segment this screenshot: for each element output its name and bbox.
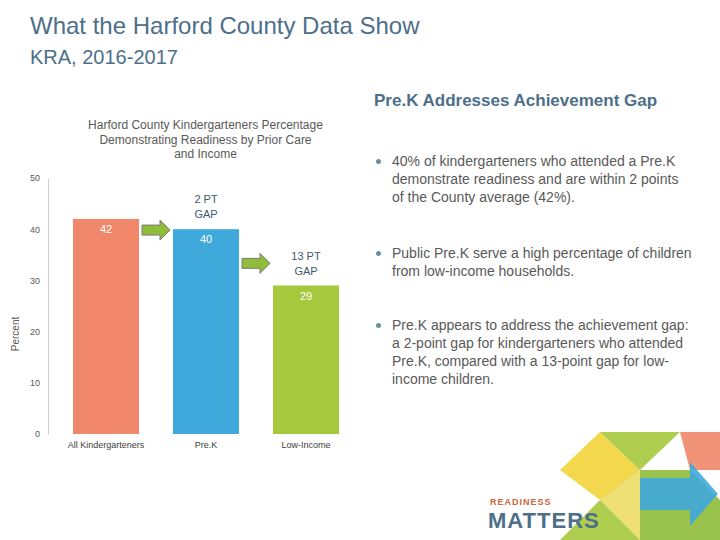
y-tick: 30	[30, 276, 48, 286]
x-tick-label: Pre.K	[195, 440, 218, 450]
gap-annotation: 2 PTGAP	[194, 193, 218, 220]
gap-arrow	[142, 220, 170, 240]
x-tick-label: Low-Income	[281, 440, 330, 450]
slide-subtitle: KRA, 2016-2017	[30, 46, 178, 69]
y-tick: 50	[30, 173, 48, 183]
decor-shape	[680, 432, 720, 470]
slide-title: What the Harford County Data Show	[30, 12, 420, 40]
y-tick-label: 40	[30, 225, 40, 235]
logo-bottom: MATTERS	[488, 508, 600, 534]
chart-title: Harford County Kindergarteners Percentag…	[88, 118, 323, 162]
x-axis-line	[57, 434, 357, 435]
bullet-text: Public Pre.K serve a high percentage of …	[392, 244, 692, 280]
y-tick: 0	[35, 429, 48, 439]
bullet-dot	[376, 251, 381, 256]
gap-annotation: 13 PTGAP	[291, 250, 321, 277]
logo-top: READINESS	[490, 497, 552, 507]
y-axis-line	[48, 179, 49, 435]
bullet-text: Pre.K appears to address the achievement…	[392, 316, 692, 388]
y-tick-label: 0	[35, 429, 40, 439]
y-tick-label: 50	[30, 173, 40, 183]
gap-arrow	[242, 253, 270, 273]
bar	[73, 219, 139, 434]
gap-arrows	[142, 220, 270, 273]
bar	[273, 286, 339, 434]
y-axis: 0 10 20 30 40 50	[30, 173, 49, 439]
decor-shape	[600, 432, 680, 470]
bars	[73, 219, 339, 434]
canvas-svg: 0 10 20 30 40 50 All Kindergarteners Pre.K Low-I…	[0, 0, 720, 540]
y-tick: 10	[30, 378, 48, 388]
x-tick-label: All Kindergarteners	[68, 440, 145, 450]
x-tick: Low-Income	[281, 434, 330, 450]
data-labels: 42 40 29	[100, 223, 312, 302]
y-tick-label: 10	[30, 378, 40, 388]
annotations: 2 PTGAP 13 PTGAP	[194, 193, 321, 276]
data-label: 42	[100, 223, 112, 235]
data-label: 29	[300, 290, 312, 302]
bar	[173, 229, 239, 434]
decor-shape	[640, 462, 718, 526]
x-tick: Pre.K	[195, 434, 218, 450]
panel-heading: Pre.K Addresses Achievement Gap	[374, 90, 694, 112]
bullet-text: 40% of kindergarteners who attended a Pr…	[392, 152, 692, 206]
bullet-dot	[376, 159, 381, 164]
decor-shape	[600, 470, 640, 540]
y-tick-label: 20	[30, 327, 40, 337]
slide: 0 10 20 30 40 50 All Kindergarteners Pre.K Low-I…	[0, 0, 720, 540]
y-axis-title: Percent	[10, 317, 21, 352]
bullet-dot	[376, 323, 381, 328]
data-label: 40	[200, 233, 212, 245]
y-tick-label: 30	[30, 276, 40, 286]
y-tick: 40	[30, 225, 48, 235]
y-tick: 20	[30, 327, 48, 337]
x-tick: All Kindergarteners	[68, 434, 145, 450]
x-axis: All Kindergarteners Pre.K Low-Income	[57, 434, 357, 450]
